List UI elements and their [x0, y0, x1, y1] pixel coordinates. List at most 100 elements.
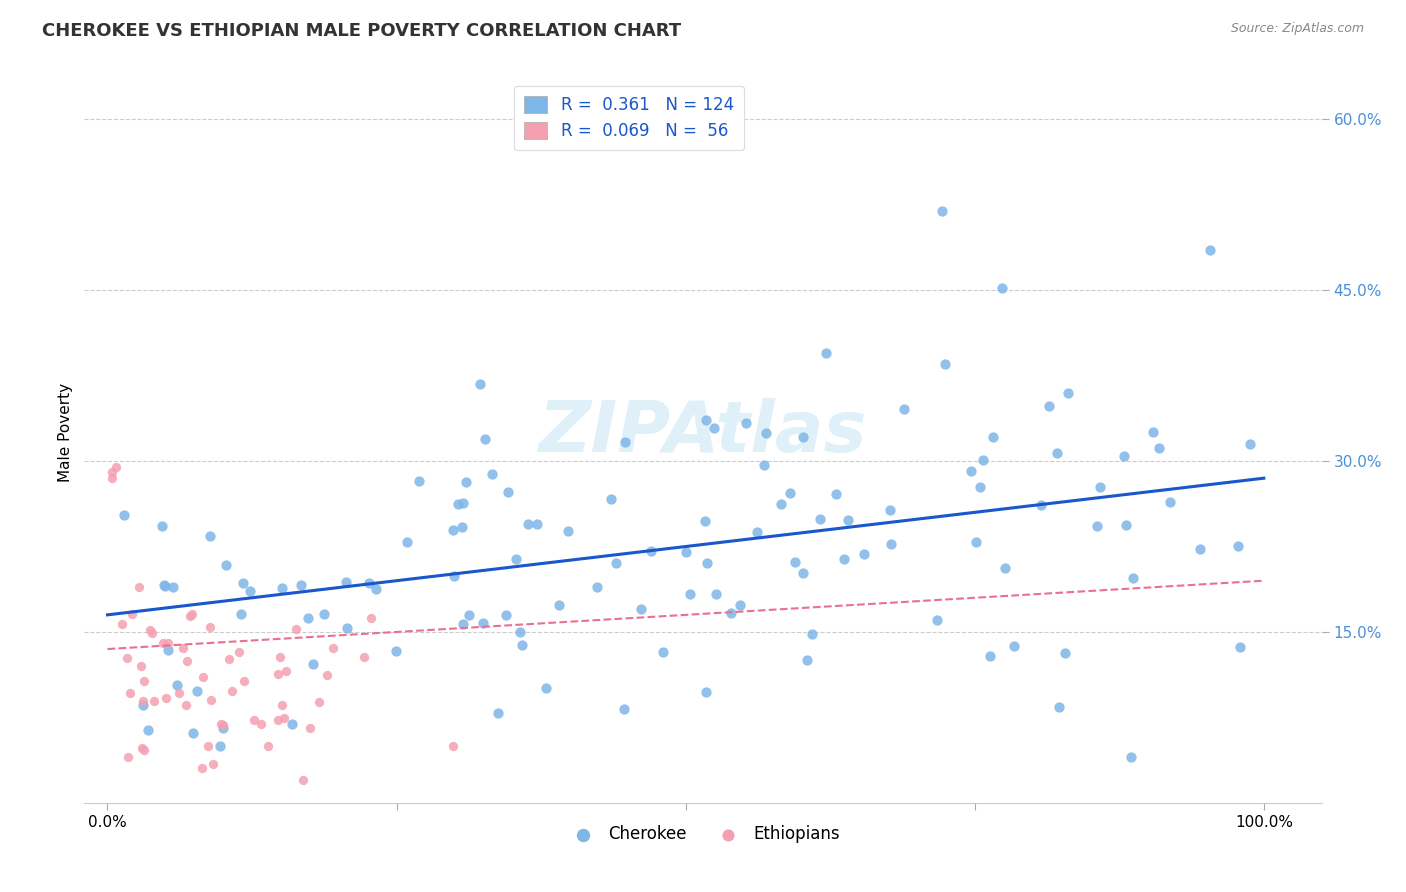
Point — [613, 702, 636, 716]
Point — [181, 726, 204, 740]
Point — [200, 692, 222, 706]
Point — [215, 558, 238, 572]
Point — [1229, 640, 1251, 655]
Point — [468, 376, 491, 391]
Point — [238, 584, 260, 599]
Point — [1188, 541, 1211, 556]
Point — [696, 556, 718, 570]
Point — [495, 608, 517, 623]
Point — [335, 575, 357, 590]
Point — [197, 739, 219, 754]
Point — [201, 757, 224, 772]
Point — [181, 607, 204, 622]
Point — [308, 695, 330, 709]
Point — [136, 723, 159, 738]
Point — [128, 580, 150, 594]
Point — [801, 627, 824, 641]
Point — [270, 581, 292, 595]
Point — [353, 649, 375, 664]
Point — [934, 358, 956, 372]
Point — [153, 578, 176, 592]
Point — [630, 601, 652, 615]
Point — [796, 653, 818, 667]
Point — [481, 467, 503, 481]
Point — [586, 581, 609, 595]
Point — [1053, 646, 1076, 660]
Point — [366, 582, 388, 597]
Point — [336, 621, 359, 635]
Text: CHEROKEE VS ETHIOPIAN MALE POVERTY CORRELATION CHART: CHEROKEE VS ETHIOPIAN MALE POVERTY CORRE… — [42, 22, 682, 40]
Point — [695, 514, 717, 528]
Point — [1088, 480, 1111, 494]
Point — [218, 652, 240, 666]
Point — [852, 547, 875, 561]
Point — [1115, 517, 1137, 532]
Point — [395, 534, 418, 549]
Point — [115, 650, 138, 665]
Point — [880, 537, 903, 551]
Point — [131, 659, 153, 673]
Point — [273, 711, 295, 725]
Point — [747, 524, 769, 539]
Point — [834, 552, 856, 566]
Point — [728, 598, 751, 612]
Point — [284, 622, 307, 636]
Point — [1226, 539, 1249, 553]
Point — [779, 486, 801, 500]
Point — [640, 543, 662, 558]
Point — [1114, 449, 1136, 463]
Point — [516, 517, 538, 532]
Point — [360, 611, 382, 625]
Point — [925, 613, 948, 627]
Point — [1122, 571, 1144, 585]
Point — [1159, 495, 1181, 509]
Point — [526, 516, 548, 531]
Point — [486, 706, 509, 721]
Point — [322, 641, 344, 656]
Point — [474, 432, 496, 446]
Point — [675, 545, 697, 559]
Point — [496, 485, 519, 500]
Y-axis label: Male Poverty: Male Poverty — [58, 383, 73, 483]
Point — [1142, 425, 1164, 440]
Point — [792, 430, 814, 444]
Point — [142, 694, 165, 708]
Point — [132, 698, 155, 713]
Point — [1119, 750, 1142, 764]
Point — [1002, 639, 1025, 653]
Point — [1199, 244, 1222, 258]
Point — [316, 667, 339, 681]
Point — [257, 739, 280, 753]
Point — [735, 417, 758, 431]
Point — [359, 575, 381, 590]
Point — [613, 435, 636, 450]
Point — [155, 690, 177, 705]
Point — [695, 413, 717, 427]
Point — [186, 684, 208, 698]
Point — [979, 649, 1001, 664]
Point — [893, 402, 915, 417]
Point — [100, 471, 122, 485]
Point — [443, 568, 465, 582]
Point — [176, 654, 198, 668]
Point — [131, 741, 153, 756]
Point — [1085, 519, 1108, 533]
Point — [211, 721, 233, 735]
Point — [454, 475, 477, 490]
Point — [769, 497, 792, 511]
Point — [172, 640, 194, 655]
Point — [457, 607, 479, 622]
Point — [652, 645, 675, 659]
Point — [298, 722, 321, 736]
Point — [825, 487, 848, 501]
Point — [209, 739, 232, 754]
Point — [605, 556, 627, 570]
Point — [703, 421, 725, 435]
Point — [198, 529, 221, 543]
Point — [451, 519, 474, 533]
Point — [179, 609, 201, 624]
Point — [191, 670, 214, 684]
Point — [157, 643, 180, 657]
Point — [408, 475, 430, 489]
Point — [101, 466, 124, 480]
